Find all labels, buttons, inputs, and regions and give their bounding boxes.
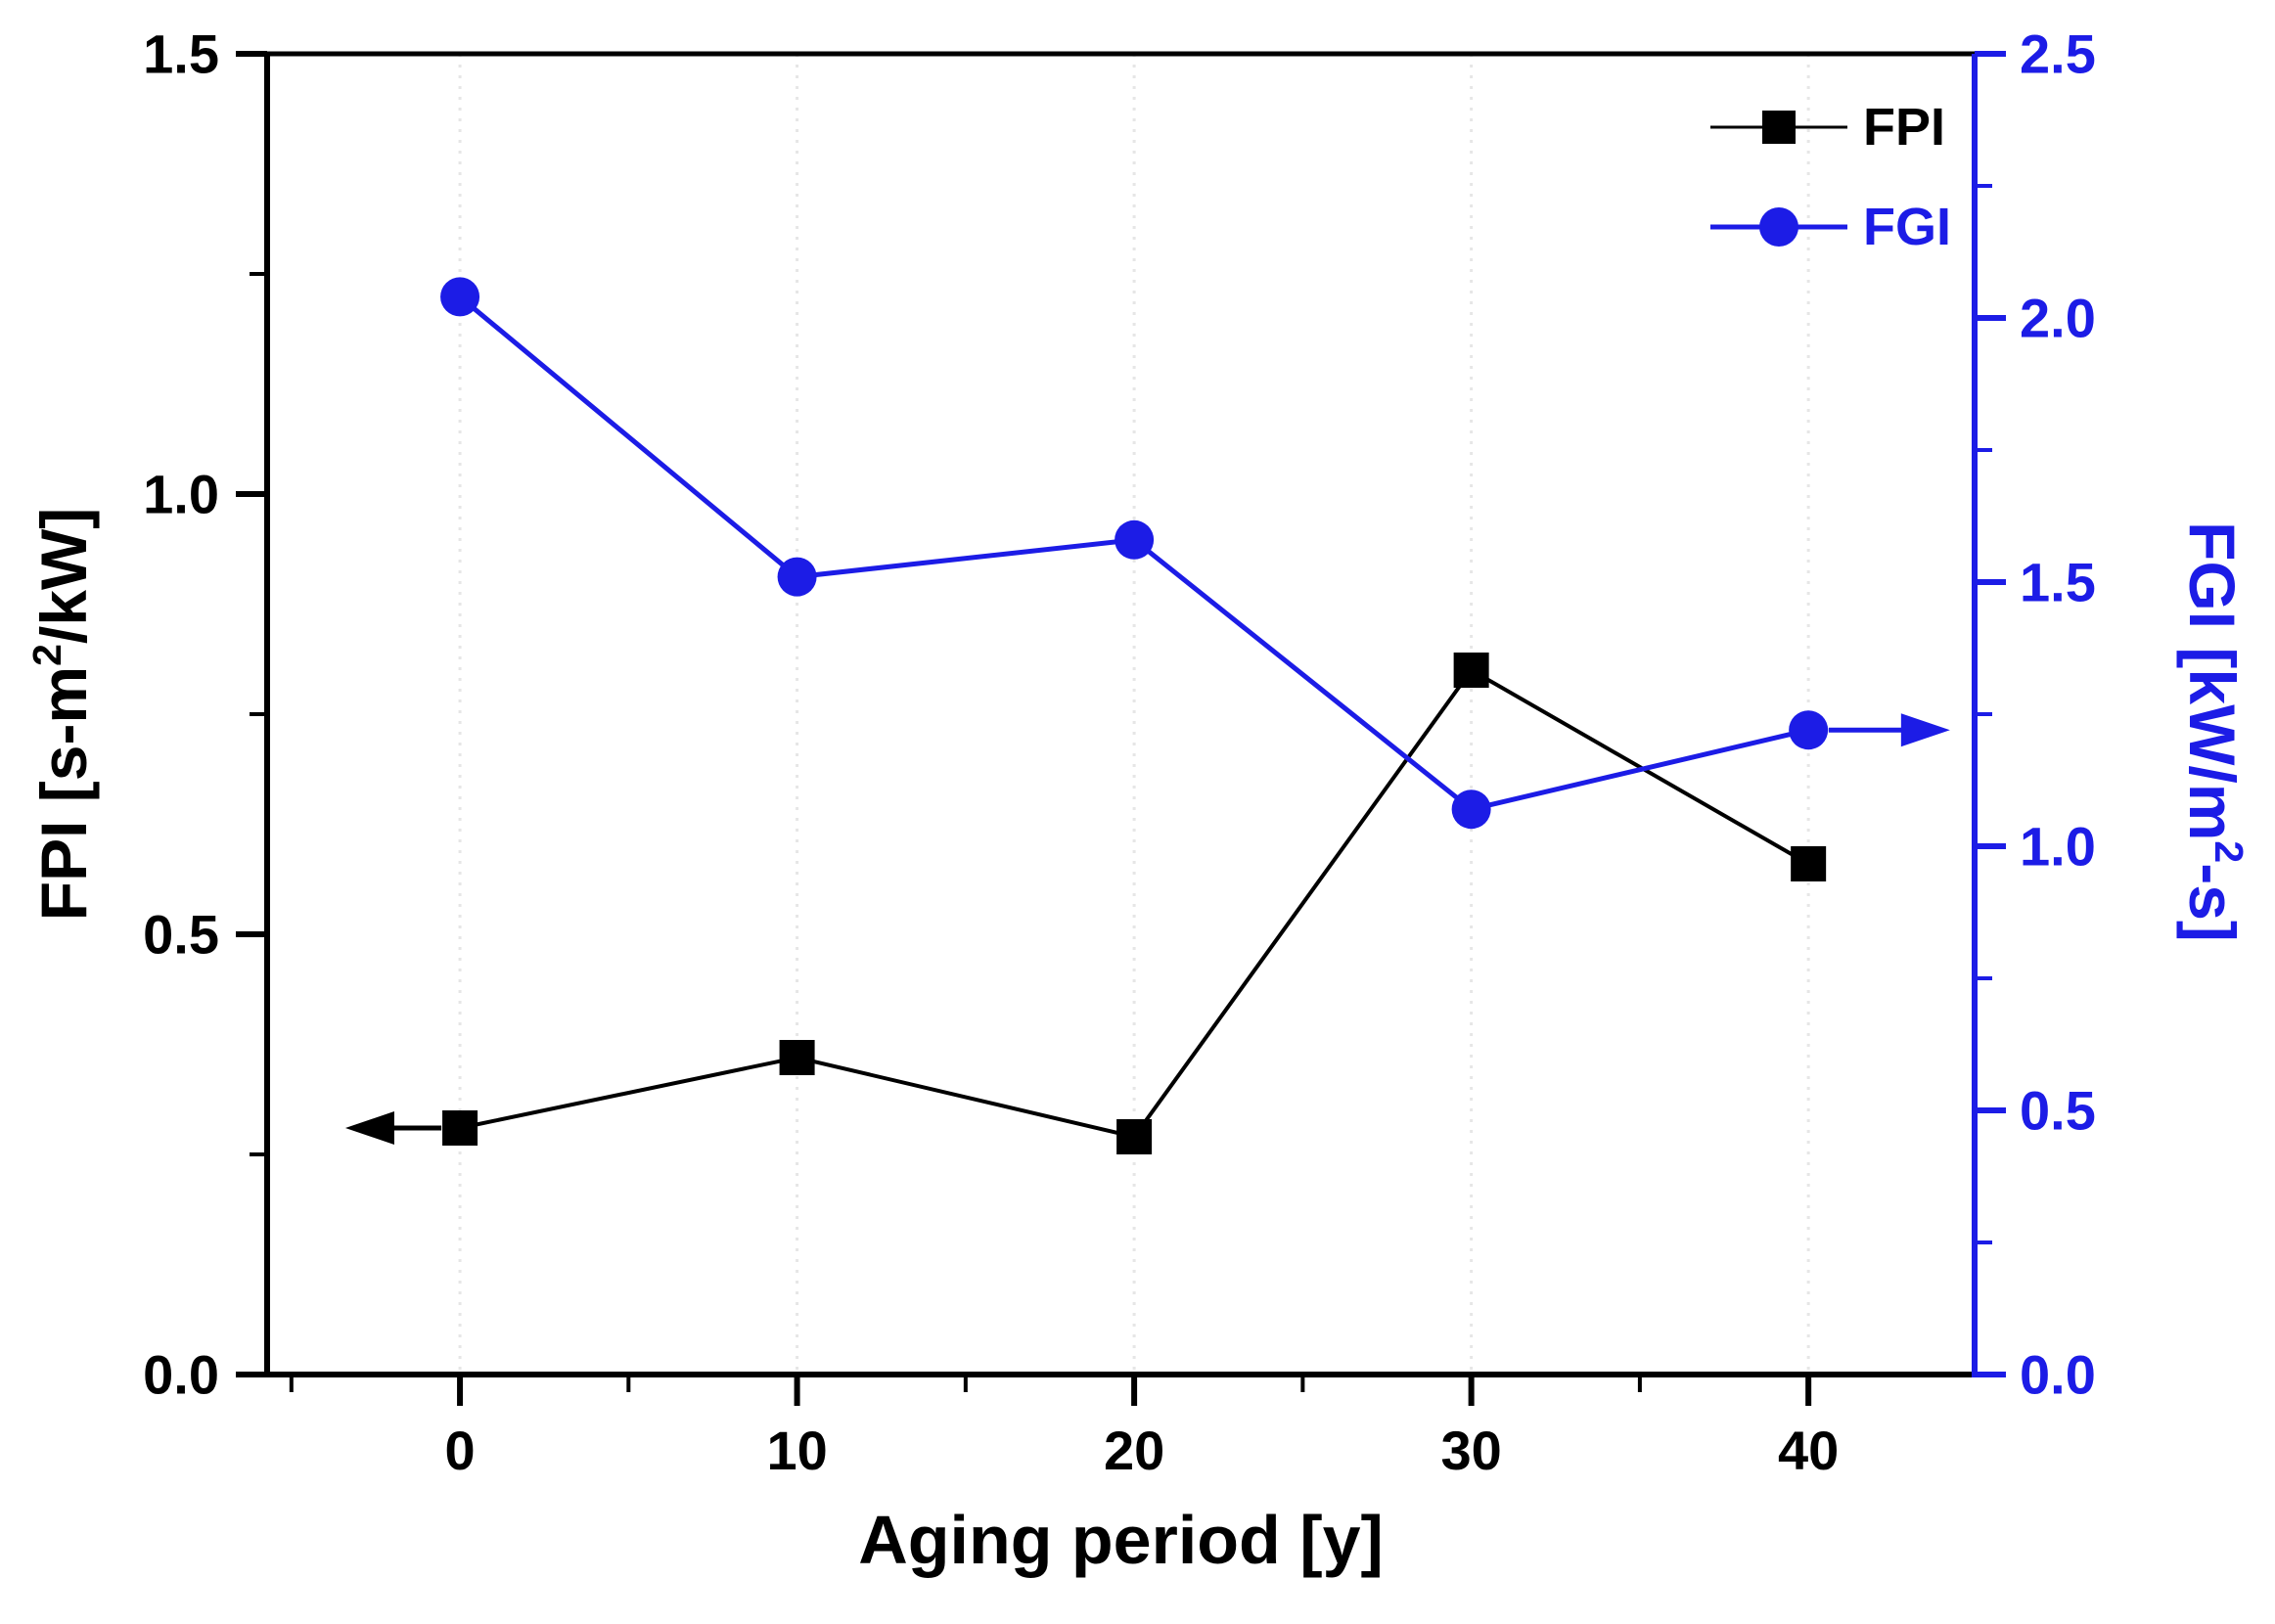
y-right-tick-label: 0.0	[2020, 1344, 2096, 1406]
axis-title-right: FGI [kW/m2-s]	[2176, 521, 2252, 942]
legend-entry-fpi: FPI	[1710, 98, 1945, 157]
y-right-tick-label: 0.5	[2020, 1080, 2096, 1142]
y-left-tick-label: 1.5	[143, 23, 219, 85]
legend-marker-fgi	[1759, 207, 1798, 247]
series-fgi-marker	[1115, 519, 1155, 560]
y-right-tick-label: 1.5	[2020, 552, 2096, 613]
y-left-tick-label: 1.0	[143, 464, 219, 525]
x-tick-label: 40	[1778, 1420, 1839, 1481]
series-fpi-marker	[1791, 846, 1827, 881]
series-fpi-marker	[442, 1110, 478, 1146]
left-axis-arrow-head	[344, 1111, 394, 1145]
series-fgi-marker	[777, 557, 817, 597]
series-fgi-marker	[440, 277, 480, 317]
series-fgi-marker	[1451, 789, 1491, 830]
series-fgi-marker	[1789, 710, 1829, 750]
axis-title-left: FPI [s-m2/kW]	[24, 508, 100, 922]
y-right-tick-label: 2.5	[2020, 23, 2096, 85]
y-right-tick-label: 2.0	[2020, 288, 2096, 349]
series-fpi-marker	[1453, 653, 1489, 688]
y-left-tick-label: 0.0	[143, 1344, 219, 1406]
x-tick-label: 30	[1440, 1420, 1501, 1481]
legend-marker-fpi	[1762, 111, 1796, 144]
series-fpi-marker	[1116, 1119, 1153, 1154]
y-left-tick-label: 0.5	[143, 904, 219, 966]
axis-title-x: Aging period [y]	[858, 1502, 1384, 1578]
x-tick-label: 20	[1104, 1420, 1164, 1481]
x-tick-label: 0	[444, 1420, 475, 1481]
legend-label-fgi: FGI	[1863, 198, 1951, 256]
series-fpi-marker	[779, 1040, 815, 1075]
legend-entry-fgi: FGI	[1710, 198, 1951, 256]
right-axis-arrow-head	[1900, 713, 1950, 747]
x-tick-label: 10	[766, 1420, 827, 1481]
y-right-tick-label: 1.0	[2020, 816, 2096, 878]
legend-label-fpi: FPI	[1863, 98, 1945, 157]
